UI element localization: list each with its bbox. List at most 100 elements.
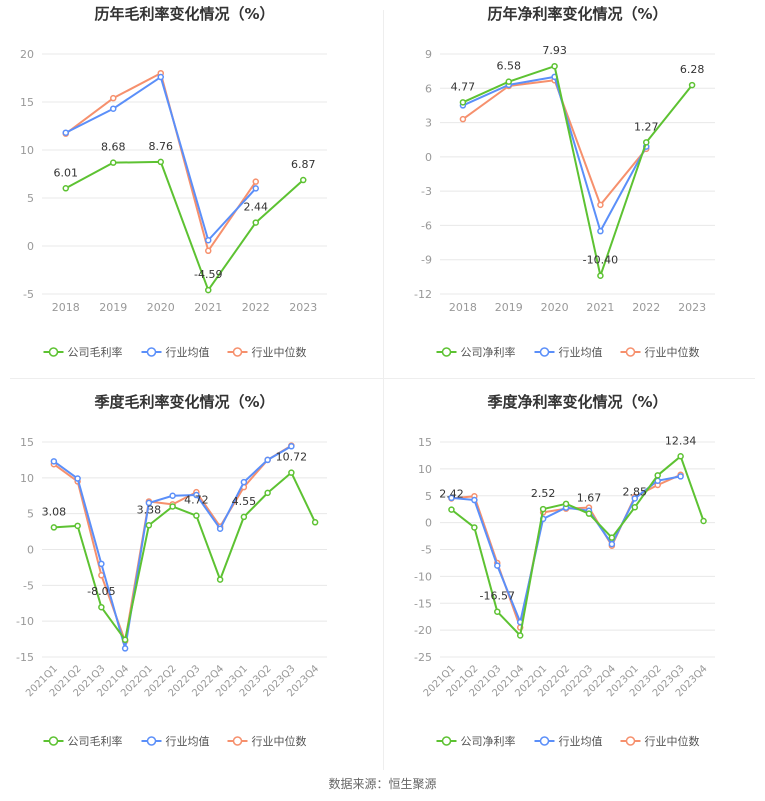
y-tick-label: -12 — [414, 288, 432, 301]
y-tick-label: 10 — [20, 144, 34, 157]
data-point — [597, 201, 604, 209]
y-tick-label: 15 — [418, 436, 432, 449]
y-tick-label: 10 — [418, 463, 432, 476]
data-point — [240, 513, 248, 521]
data-label: 2.52 — [531, 487, 556, 500]
data-label: 3.38 — [137, 503, 162, 516]
data-label: 6.01 — [54, 166, 79, 179]
data-point — [193, 491, 200, 499]
legend-label: 行业中位数 — [645, 345, 700, 359]
x-tick-label: 2022 — [242, 301, 270, 314]
data-label: 6.87 — [291, 158, 316, 171]
data-point — [157, 158, 164, 166]
legend-marker — [48, 347, 59, 357]
data-point — [585, 510, 593, 517]
horizontal-divider — [10, 378, 755, 379]
data-point — [264, 489, 271, 497]
y-tick-label: 3 — [425, 117, 432, 130]
y-tick-label: -5 — [421, 544, 432, 557]
y-tick-label: 0 — [27, 240, 34, 253]
data-point — [700, 517, 707, 525]
data-point — [597, 227, 604, 235]
x-tick-label: 2022 — [632, 301, 660, 314]
data-point — [631, 495, 639, 502]
series-line — [53, 444, 292, 643]
data-label: 7.93 — [542, 44, 567, 57]
data-label: 4.77 — [451, 80, 476, 93]
legend-label: 行业中位数 — [252, 734, 307, 748]
data-point — [288, 469, 295, 476]
chart-title: 季度毛利率变化情况（%） — [94, 393, 274, 411]
legend-label: 公司毛利率 — [68, 734, 123, 748]
data-label: 4.72 — [184, 494, 209, 507]
y-tick-label: -15 — [16, 651, 34, 664]
y-tick-label: -5 — [23, 579, 34, 592]
x-tick-label: 2020 — [147, 301, 175, 314]
data-point — [74, 522, 81, 530]
data-label: 1.67 — [577, 492, 602, 505]
x-tick-label: 2023 — [289, 301, 317, 314]
legend-marker — [625, 736, 636, 746]
legend-marker — [232, 736, 243, 746]
data-point — [62, 129, 69, 136]
data-label: 6.28 — [680, 63, 705, 76]
data-point — [448, 506, 455, 513]
charts-canvas: 历年毛利率变化情况（%） -5 0 5 10 15 20 2018 2019 2020 2021 20… — [16, 5, 715, 748]
data-point — [311, 519, 319, 526]
legend-marker — [539, 347, 550, 357]
x-tick-label: 2019 — [495, 301, 523, 314]
data-point — [608, 534, 616, 541]
y-tick-label: 5 — [27, 508, 34, 521]
data-point — [654, 472, 661, 479]
series-line — [462, 65, 693, 277]
data-point — [539, 505, 547, 513]
data-point — [631, 504, 639, 511]
data-label: 3.08 — [42, 505, 67, 518]
data-point — [471, 496, 478, 504]
data-label: -10.40 — [583, 254, 618, 267]
x-tick-label: 2021 — [586, 301, 614, 314]
data-point — [216, 525, 224, 532]
y-tick-label: -10 — [16, 615, 34, 628]
data-point — [193, 512, 200, 519]
data-point — [516, 632, 524, 639]
y-tick-label: 10 — [20, 472, 34, 485]
data-point — [169, 492, 176, 499]
y-tick-label: 15 — [20, 96, 34, 109]
legend-label: 行业均值 — [559, 735, 603, 748]
data-label: 1.27 — [634, 120, 659, 133]
data-point — [608, 540, 616, 548]
series-line — [65, 160, 304, 292]
series-line — [450, 455, 705, 637]
legend-label: 行业均值 — [166, 346, 210, 359]
data-point — [240, 478, 248, 486]
y-tick-label: 0 — [425, 151, 432, 164]
data-point — [252, 178, 259, 185]
data-point — [50, 458, 58, 465]
x-tick-label: 2018 — [449, 301, 477, 314]
legend-marker — [441, 736, 452, 746]
data-label: 2.44 — [244, 201, 269, 214]
data-point — [300, 176, 307, 184]
data-point — [205, 286, 212, 294]
legend-label: 行业均值 — [559, 346, 603, 359]
series-line — [53, 471, 317, 641]
x-tick-label: 2021 — [194, 301, 222, 314]
source-text: 数据来源：恒生聚源 — [328, 777, 437, 791]
legend-label: 公司净利率 — [461, 345, 516, 359]
vertical-divider — [383, 10, 384, 770]
data-label: -4.59 — [194, 268, 222, 281]
data-point — [205, 236, 212, 244]
data-point — [264, 456, 271, 464]
chart-title: 历年净利率变化情况（%） — [487, 5, 667, 23]
data-point — [459, 99, 467, 106]
legend-label: 行业中位数 — [252, 345, 307, 359]
data-point — [551, 62, 558, 70]
data-point — [110, 105, 117, 112]
y-tick-label: -15 — [414, 597, 432, 610]
data-label: 2.85 — [623, 485, 648, 498]
data-point — [74, 475, 81, 482]
y-tick-label: -6 — [421, 219, 432, 232]
data-point — [448, 494, 455, 502]
data-point — [562, 500, 570, 508]
